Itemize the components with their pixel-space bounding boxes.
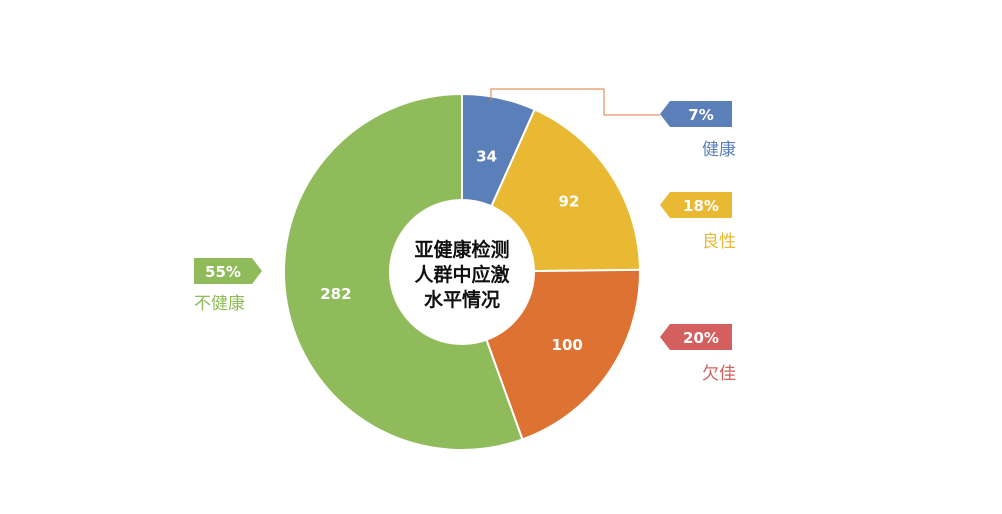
leader-line (490, 88, 660, 116)
value-label-4: 282 (320, 285, 351, 303)
percent-tags: 7% 健康 18% 良性 20% 欠佳 55% 不健康 (194, 101, 736, 384)
value-label-1: 34 (476, 148, 497, 166)
center-title-line-3: 水平情况 (424, 288, 500, 311)
percent-tag-2 (660, 192, 732, 218)
category-label-4: 不健康 (194, 294, 245, 314)
percent-tag-4 (194, 258, 262, 284)
percent-label-3: 20% (683, 329, 719, 347)
value-label-3: 100 (552, 336, 583, 354)
value-label-2: 92 (559, 193, 580, 211)
percent-tag-1 (660, 101, 732, 127)
value-labels: 34 92 100 282 (320, 148, 583, 354)
percent-label-4: 55% (205, 263, 241, 281)
center-title-line-2: 人群中应激 (414, 263, 509, 286)
center-hole (389, 199, 535, 345)
percent-label-1: 7% (688, 106, 713, 124)
percent-label-2: 18% (683, 197, 719, 215)
category-label-3: 欠佳 (702, 364, 736, 384)
percent-tag-3 (660, 324, 732, 350)
category-label-2: 良性 (702, 232, 736, 252)
center-title-line-1: 亚健康检测 (414, 238, 509, 261)
category-label-1: 健康 (702, 140, 736, 160)
